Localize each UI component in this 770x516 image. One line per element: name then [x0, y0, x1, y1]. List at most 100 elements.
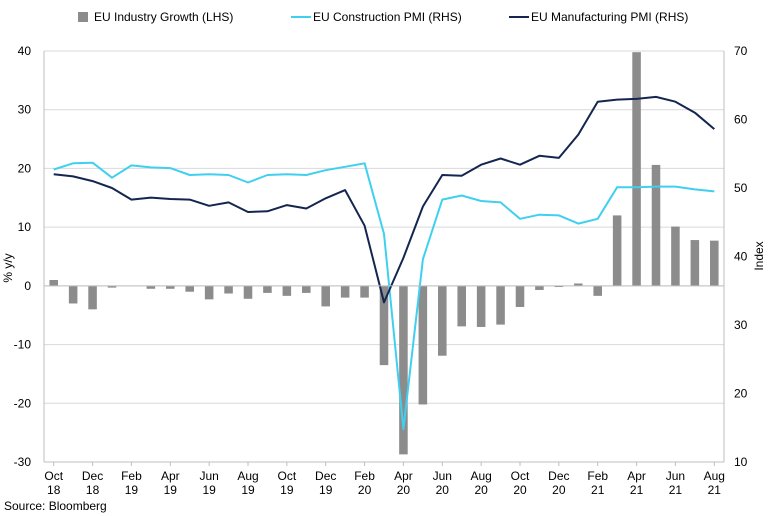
right-tick-label: 70 — [734, 44, 748, 58]
industry-growth-bar — [496, 285, 505, 325]
industry-growth-bar — [107, 285, 117, 288]
industry-growth-bar — [224, 285, 233, 294]
industry-growth-bar — [476, 285, 486, 327]
industry-growth-bar — [243, 285, 253, 299]
right-tick-label: 60 — [734, 113, 748, 127]
legend: EU Industry Growth (LHS) EU Construction … — [78, 10, 688, 24]
x-tick-label-year: 21 — [708, 483, 722, 497]
x-tick-label-year: 21 — [669, 483, 683, 497]
x-tick-label-year: 20 — [552, 483, 566, 497]
x-tick-label-month: Feb — [587, 469, 608, 483]
right-tick-label: 20 — [734, 387, 748, 401]
industry-growth-bar — [204, 285, 214, 300]
x-tick-label-month: Aug — [470, 469, 491, 483]
industry-growth-bar — [612, 215, 622, 286]
x-tick-label-year: 20 — [513, 483, 527, 497]
x-tick-label-year: 19 — [125, 483, 139, 497]
x-tick-label-month: Feb — [354, 469, 375, 483]
x-tick-label-month: Oct — [44, 469, 63, 483]
industry-growth-bar — [399, 285, 408, 455]
x-tick-label-month: Apr — [627, 469, 646, 483]
industry-growth-bar — [554, 285, 564, 288]
left-tick-label: -30 — [14, 455, 32, 469]
left-tick-label: 10 — [18, 220, 32, 234]
x-tick-label-year: 20 — [397, 483, 411, 497]
left-tick-label: 40 — [18, 44, 32, 58]
x-tick-label-month: Jun — [433, 469, 452, 483]
industry-growth-bar — [166, 285, 175, 289]
x-tick-label-year: 20 — [358, 483, 372, 497]
legend-label: EU Industry Growth (LHS) — [94, 10, 233, 24]
industry-growth-bar — [321, 285, 330, 307]
x-tick-label-month: Aug — [704, 469, 725, 483]
gridlines — [44, 50, 724, 463]
industry-growth-bar — [302, 285, 311, 293]
x-tick-label-year: 19 — [164, 483, 178, 497]
pmi-lines — [53, 95, 715, 431]
industry-growth-bar — [515, 285, 525, 307]
industry-growth-bar — [574, 283, 583, 286]
source-note: Source: Bloomberg — [4, 499, 107, 513]
x-tick-label-year: 20 — [474, 483, 488, 497]
left-tick-label: -10 — [14, 338, 32, 352]
left-axis-title: % y/y — [1, 253, 15, 282]
x-tick-label-month: Dec — [315, 469, 336, 483]
x-tick-label-month: Feb — [121, 469, 142, 483]
x-tick-label-year: 19 — [319, 483, 333, 497]
x-tick-label-year: 18 — [86, 483, 100, 497]
left-tick-label: 20 — [18, 161, 32, 175]
industry-growth-bar — [379, 285, 389, 366]
industry-growth-bar — [49, 279, 58, 286]
tick-labels: 403020100-10-20-3070605040302010Oct18Dec… — [14, 44, 748, 497]
industry-growth-bar — [593, 285, 602, 296]
industry-growth-bar — [282, 285, 292, 296]
industry-growth-bar — [438, 285, 447, 356]
x-tick-label-year: 21 — [591, 483, 605, 497]
industry-growth-bar — [360, 285, 369, 298]
industry-growth-bar — [632, 52, 641, 286]
x-tick-label-month: Apr — [161, 469, 180, 483]
industry-growth-bar — [185, 285, 194, 292]
industry-growth-bar — [68, 285, 78, 304]
industry-growth-bar — [710, 240, 719, 286]
right-tick-label: 10 — [734, 455, 748, 469]
left-tick-label: 30 — [18, 103, 32, 117]
legend-label: EU Construction PMI (RHS) — [313, 10, 462, 24]
x-tick-label-month: Oct — [278, 469, 297, 483]
industry-growth-bar — [418, 285, 428, 405]
x-tick-label-year: 20 — [436, 483, 450, 497]
industry-growth-bar — [263, 285, 272, 293]
legend-label: EU Manufacturing PMI (RHS) — [531, 10, 688, 24]
manufacturing-pmi-line — [53, 95, 715, 304]
industry-growth-bars — [49, 52, 719, 455]
left-tick-label: 0 — [24, 279, 31, 293]
x-tick-label-year: 21 — [630, 483, 644, 497]
x-tick-label-month: Jun — [199, 469, 218, 483]
industry-growth-bar — [651, 164, 661, 286]
x-tick-label-month: Oct — [511, 469, 530, 483]
construction-pmi-line — [53, 161, 715, 431]
x-tick-label-year: 19 — [280, 483, 294, 497]
x-tick-label-month: Dec — [548, 469, 569, 483]
x-tick-label-month: Jun — [666, 469, 685, 483]
left-tick-label: -20 — [14, 396, 32, 410]
industry-growth-bar — [88, 285, 97, 310]
x-tick-label-month: Apr — [394, 469, 413, 483]
right-tick-label: 40 — [734, 250, 748, 264]
x-tick-label-year: 19 — [202, 483, 216, 497]
industry-growth-bar — [535, 285, 544, 290]
industry-growth-bar — [340, 285, 350, 298]
x-tick-label-month: Dec — [82, 469, 103, 483]
right-tick-label: 30 — [734, 318, 748, 332]
right-tick-label: 50 — [734, 181, 748, 195]
industry-growth-bar — [457, 285, 466, 327]
x-tick-label-month: Aug — [237, 469, 258, 483]
industry-growth-bar — [671, 226, 680, 286]
x-tick-label-year: 19 — [241, 483, 255, 497]
x-tick-label-year: 18 — [47, 483, 61, 497]
right-axis-title: Index — [752, 241, 766, 270]
industry-growth-bar — [146, 285, 156, 289]
axes — [43, 51, 725, 466]
industry-growth-bar — [690, 240, 700, 286]
